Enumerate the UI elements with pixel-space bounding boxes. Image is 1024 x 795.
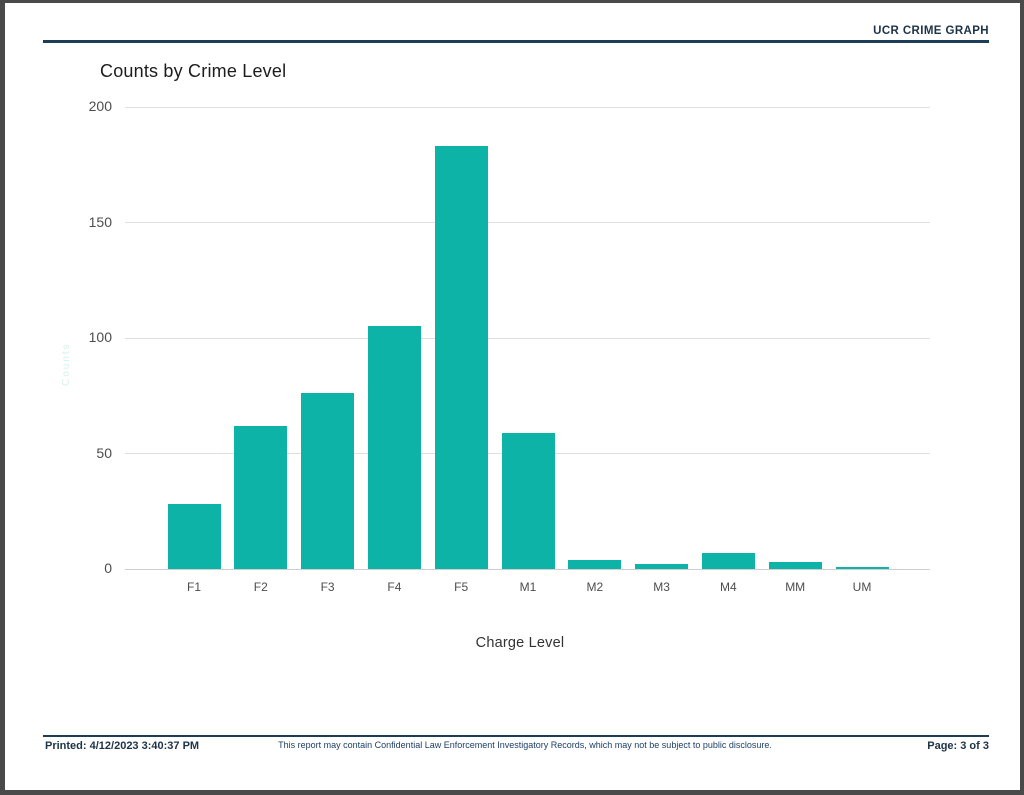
bar-F2 [234, 425, 288, 569]
x-axis-label-F1: F1 [186, 580, 201, 594]
x-axis-label-M4: M4 [720, 580, 737, 594]
footer-disclaimer: This report may contain Confidential Law… [278, 740, 772, 750]
report-header-title: UCR CRIME GRAPH [873, 25, 989, 37]
footer-page-number: Page: 3 of 3 [927, 740, 989, 752]
bar-MM [768, 562, 822, 569]
y-axis-tick-label-100: 100 [88, 329, 112, 345]
bar-M4 [701, 552, 755, 569]
footer-printed-timestamp: Printed: 4/12/2023 3:40:37 PM [45, 740, 200, 752]
gridline-y-0 [125, 568, 930, 570]
bar-M1 [501, 432, 555, 569]
gridline-y-200 [125, 106, 930, 108]
x-axis-label-M3: M3 [653, 580, 670, 594]
x-axis-label-UM: UM [852, 580, 872, 594]
x-axis-label-F4: F4 [387, 580, 402, 594]
y-axis-tick-label-150: 150 [88, 213, 112, 230]
x-axis-label-M1: M1 [519, 580, 537, 594]
header-rule [43, 40, 989, 43]
bar-M3 [635, 564, 689, 569]
bar-M2 [568, 559, 622, 569]
y-axis-title: Counts [61, 342, 72, 386]
x-axis-label-MM: MM [785, 580, 806, 594]
bar-F5 [434, 146, 488, 569]
chart-title: Counts by Crime Level [100, 61, 287, 81]
bar-chart-plot-area: 0 50 100 150 200 F1 F2 F3 F4 F5 M1 M2 M3 M4 MM UM [89, 98, 930, 594]
gridline-y-150 [125, 222, 930, 223]
bar-F4 [367, 326, 421, 569]
bar-UM [835, 566, 889, 569]
y-axis-tick-label-200: 200 [88, 98, 112, 114]
x-axis-label-F2: F2 [253, 580, 268, 594]
x-axis-title: Charge Level [475, 635, 565, 651]
y-axis-tick-label-0: 0 [104, 560, 112, 576]
footer-rule [43, 735, 989, 737]
y-axis-tick-label-50: 50 [96, 444, 112, 461]
x-axis-label-F5: F5 [454, 580, 469, 594]
x-axis-label-F3: F3 [320, 580, 335, 594]
x-axis-label-M2: M2 [586, 580, 604, 594]
bar-F1 [167, 504, 221, 569]
bar-F3 [301, 393, 355, 569]
report-sheet: UCR CRIME GRAPH Counts by Crime Level Co… [5, 3, 1020, 790]
gridline-y-100 [125, 337, 930, 339]
